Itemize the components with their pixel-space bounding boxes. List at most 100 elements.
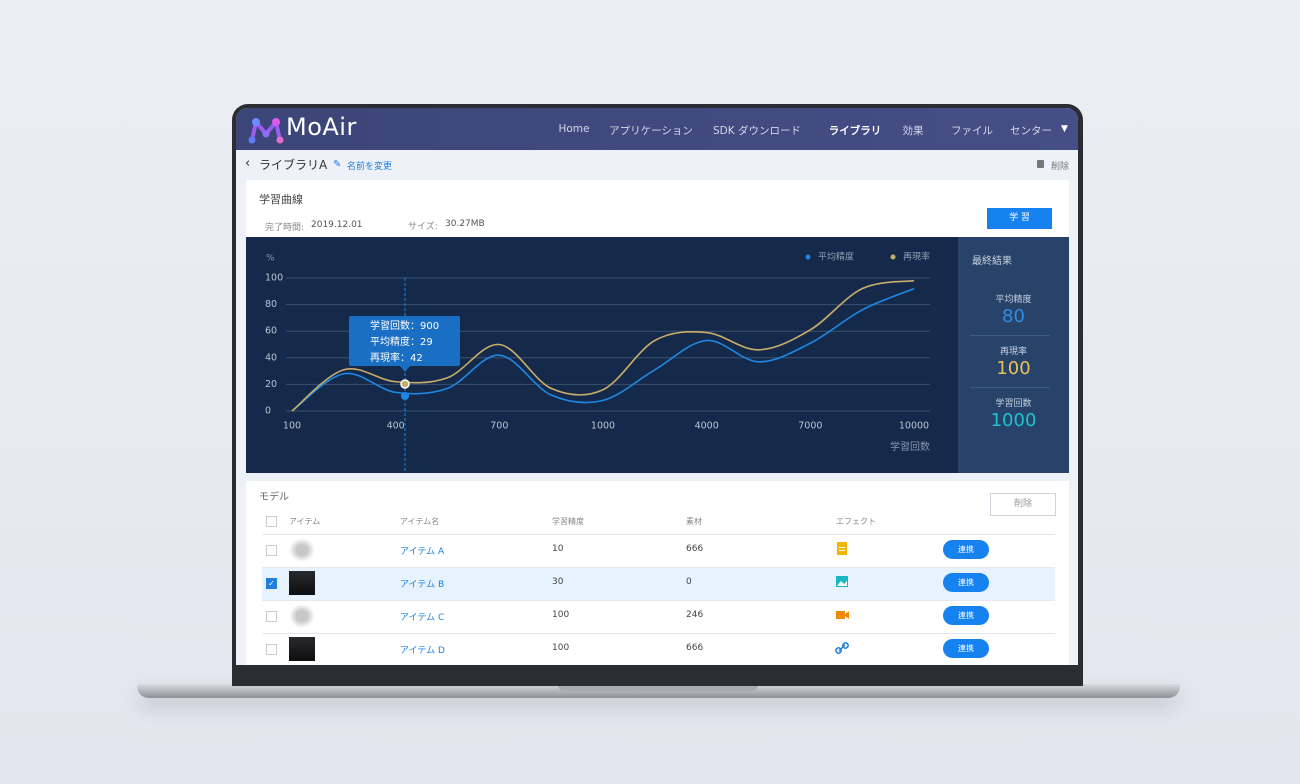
x-tick-label: 1000 — [591, 421, 615, 432]
nav-item[interactable]: ライブラリ — [828, 125, 882, 137]
link-button[interactable]: 連携 — [943, 540, 989, 559]
series-line — [291, 279, 915, 412]
tooltip-line: 再現率：42 — [370, 351, 423, 364]
link-button[interactable]: 連携 — [943, 606, 989, 625]
legend-dot — [805, 254, 811, 260]
x-tick-label: 400 — [387, 421, 405, 432]
row — [262, 567, 1055, 601]
cell: 10 — [552, 544, 564, 554]
panel — [246, 180, 1069, 237]
effect-icon — [836, 576, 848, 587]
logo-icon — [248, 117, 284, 144]
thumbnail — [289, 538, 315, 562]
cell: 30 — [552, 577, 564, 587]
x-tick-label: 700 — [490, 421, 508, 432]
y-tick-label: 40 — [265, 352, 277, 363]
thumbnail — [289, 571, 315, 595]
library-title: ライブラリA — [259, 158, 328, 172]
model-title: モデル — [259, 492, 289, 503]
cell: 246 — [686, 610, 704, 620]
y-tick-label: 0 — [265, 406, 271, 417]
column-header: エフェクト — [836, 517, 876, 526]
effect-icon — [836, 611, 849, 619]
x-tick-label: 10000 — [899, 421, 929, 432]
cell: 0 — [686, 577, 692, 587]
y-tick-label: 80 — [265, 299, 277, 310]
item-name[interactable]: アイテム C — [400, 613, 445, 623]
checkbox[interactable] — [266, 545, 277, 556]
row — [262, 633, 1055, 665]
delete-link[interactable]: 削除 — [1051, 162, 1070, 172]
dropdown-caret[interactable]: ▼ — [1061, 124, 1068, 134]
cell: 100 — [552, 610, 570, 620]
effect-icon — [837, 542, 847, 555]
x-tick-label: 7000 — [798, 421, 822, 432]
row — [262, 534, 1055, 568]
item-name[interactable]: アイテム A — [400, 547, 445, 557]
result-value: 80 — [1002, 306, 1025, 327]
thumbnail — [289, 604, 315, 628]
series-line — [291, 287, 915, 412]
nav-item[interactable]: SDK ダウンロード — [713, 125, 801, 137]
panel-title: 学習曲線 — [259, 193, 303, 206]
screen-bottom — [236, 665, 1078, 685]
size-label: サイズ: — [408, 222, 438, 232]
column-header: アイテム — [289, 517, 321, 526]
nav-item[interactable]: アプリケーション — [609, 125, 693, 137]
cell: 666 — [686, 544, 704, 554]
laptop-notch — [558, 684, 758, 691]
item-name[interactable]: アイテム B — [400, 580, 445, 590]
separator — [970, 387, 1050, 388]
learn-button[interactable]: 学 習 — [987, 208, 1052, 229]
separator — [970, 335, 1050, 336]
tooltip-line: 学習回数：900 — [370, 319, 439, 332]
thumbnail — [289, 637, 315, 661]
results-title: 最終結果 — [972, 256, 1012, 267]
y-tick-label: 60 — [265, 326, 277, 337]
column-header: アイテム名 — [400, 517, 440, 526]
laptop-base — [137, 684, 1180, 698]
x-tick-label: 4000 — [695, 421, 719, 432]
tooltip-box — [349, 316, 460, 366]
y-tick-label: 20 — [265, 379, 277, 390]
nav-item[interactable]: 効果 — [902, 125, 924, 137]
x-tick-label: 100 — [283, 421, 301, 432]
model-panel: モデル 削除 アイテム アイテム名 学習精度 素材 エフェクトアイテム A 10 666 連携… — [246, 481, 1069, 665]
checkbox[interactable] — [266, 516, 277, 527]
tooltip-dot — [400, 379, 410, 389]
edit-icon: ✎ — [333, 159, 342, 170]
link-button[interactable]: 連携 — [943, 573, 989, 592]
nav-item[interactable]: Home — [558, 123, 590, 135]
item-name[interactable]: アイテム D — [400, 646, 445, 656]
checkbox[interactable] — [266, 644, 277, 655]
trash-icon — [1037, 160, 1044, 168]
result-label: 平均精度 — [995, 295, 1032, 305]
tooltip-arrow — [400, 366, 410, 372]
completed: 2019.12.01 — [311, 220, 363, 230]
result-label: 学習回数 — [995, 399, 1032, 409]
rename-link[interactable]: 名前を変更 — [347, 162, 393, 172]
nav-item[interactable]: センター — [1010, 125, 1052, 137]
back[interactable]: ‹ — [245, 156, 251, 171]
legend-label: 平均精度 — [818, 251, 854, 263]
tooltip-line: 平均精度：29 — [370, 335, 433, 348]
result-label: 再現率 — [999, 347, 1027, 357]
checkbox[interactable] — [266, 611, 277, 622]
header — [236, 108, 1078, 150]
size: 30.27MB — [445, 219, 485, 229]
result-value: 100 — [996, 358, 1031, 379]
nav-item[interactable]: ファイル — [951, 125, 993, 137]
checkbox[interactable]: ✓ — [266, 578, 277, 589]
cell: 666 — [686, 643, 704, 653]
completed-label: 完了時間: — [265, 223, 305, 233]
legend-label: 再現率 — [903, 251, 930, 263]
model-delete[interactable]: 削除 — [990, 493, 1056, 516]
column-header: 学習精度 — [552, 517, 584, 526]
link-button[interactable]: 連携 — [943, 639, 989, 658]
column-header: 素材 — [686, 517, 702, 526]
row — [262, 600, 1055, 634]
legend-dot — [890, 254, 896, 260]
tooltip-dot — [401, 392, 409, 400]
x-axis-label: 学習回数 — [890, 440, 930, 453]
chart: % 学習回数 0 20 40 60 80 100 100 400 700 1000 4000 7000… — [246, 237, 958, 473]
